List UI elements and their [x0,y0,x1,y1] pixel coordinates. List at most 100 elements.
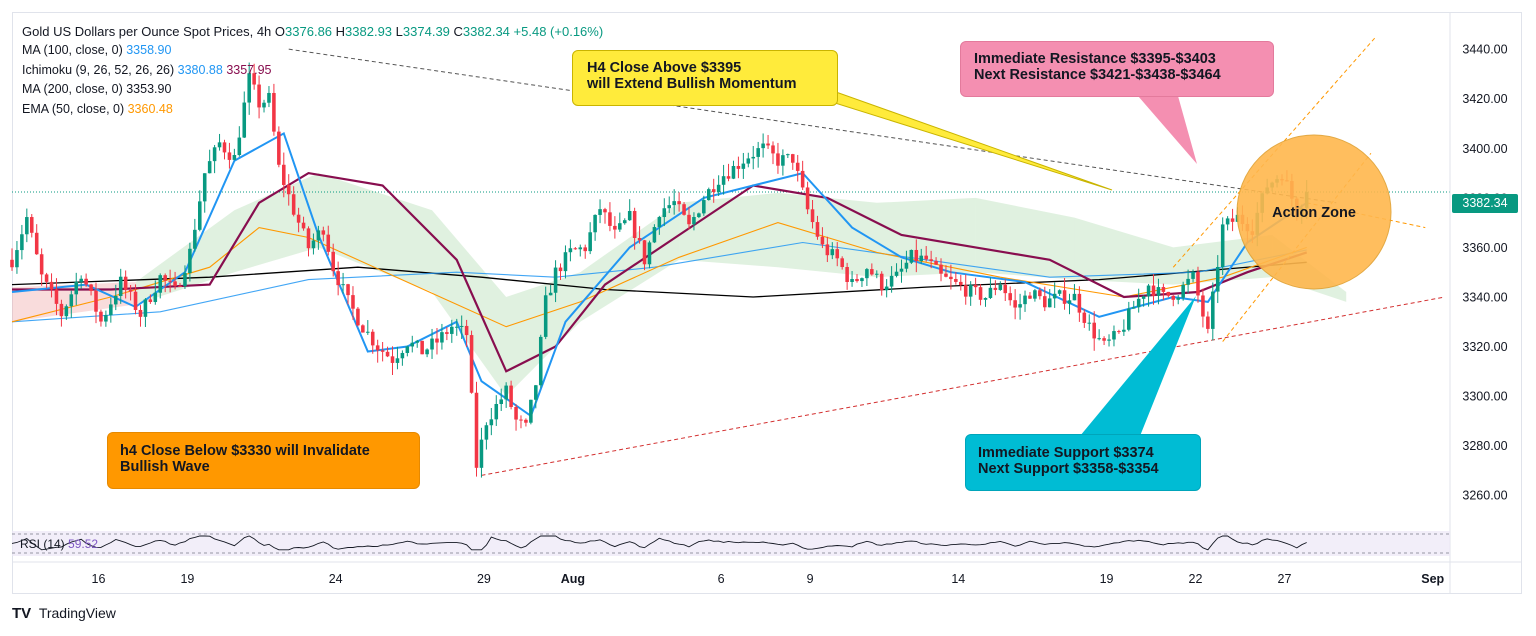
ma100-line [11,241,1307,323]
candle-body [949,276,953,280]
candle-body [109,304,113,316]
ema50-value: 3360.48 [127,101,173,116]
legend-ema50-row[interactable]: EMA (50, close, 0) 3360.48 [22,100,603,119]
rsi-legend[interactable]: RSI (14) 59.52 [20,537,98,551]
candle-body [1107,339,1111,341]
candle-body [306,228,311,249]
candle-body [168,280,172,282]
candle-body [341,284,345,286]
callout-resistance[interactable]: Immediate Resistance $3395-$3403 Next Re… [960,41,1274,97]
candle-body [954,279,958,282]
candle-body [1052,293,1057,299]
candle-body [232,155,237,160]
candle-body [504,385,508,400]
trendline-descending-resistance [288,48,1337,204]
candle-body [682,204,686,215]
rsi-line [11,535,1307,551]
legend-ichimoku-row[interactable]: Ichimoku (9, 26, 52, 26, 26) 3380.88 335… [22,61,603,80]
callout-invalidate[interactable]: h4 Close Below $3330 will Invalidate Bul… [107,432,420,489]
candle-body [790,154,795,163]
candle-body [622,220,627,224]
y-tick-label: 3300.00 [1462,390,1507,404]
candle-body [450,326,454,334]
candle-body [874,273,879,275]
candle-body [667,205,672,209]
candle-body [603,209,607,213]
kumo-segment [1074,217,1174,285]
candle-body [79,278,83,282]
candle-body [845,267,849,283]
candle-body [1033,290,1037,299]
candle-body [351,295,355,309]
candle-body [771,145,775,154]
callout-h4-close-above[interactable]: H4 Close Above $3395 will Extend Bullish… [572,50,838,106]
candle-body [800,170,805,188]
brand[interactable]: TV TradingView [12,605,116,622]
candle-body [148,299,153,303]
ohlc-open: 3376.86 [285,24,333,39]
candle-body [618,223,622,230]
candle-body [410,342,415,347]
candle-body [538,336,543,386]
candle-body [1023,295,1027,305]
candle-body [321,230,326,235]
candle-body [963,285,968,297]
candle-body [687,214,691,225]
candle-body [534,385,538,400]
trendline-projection [1306,202,1426,229]
candle-body [741,163,746,169]
candle-body [1196,271,1200,296]
ichimoku-label: Ichimoku (9, 26, 52, 26, 26) [22,62,175,77]
candle-body [84,278,88,285]
candle-body [143,299,148,317]
candle-body [1077,293,1082,313]
candle-body [998,284,1003,290]
candle-body [178,285,182,287]
candle-body [588,232,592,252]
candle-body [49,281,54,290]
trendline-channel-upper [1172,36,1377,268]
y-tick-label: 3360.00 [1462,241,1507,255]
callout-support[interactable]: Immediate Support $3374 Next Support $33… [965,434,1201,491]
kumo-segment [234,173,319,273]
ma100-label: MA (100, close, 0) [22,43,123,58]
candle-body [64,306,69,317]
candle-body [1028,295,1032,299]
ema50-line [11,222,1307,328]
candle-body [247,73,251,103]
candle-body [553,267,558,293]
candle-body [959,281,963,286]
candle-body [889,275,894,287]
callout-h4-line1: H4 Close Above $3395 [587,60,742,76]
candle-body [1038,290,1042,297]
legend-title-row: Gold US Dollars per Ounce Spot Prices, 4… [22,22,603,41]
candle-body [272,92,276,132]
candle-body [494,403,499,420]
candle-body [113,295,118,305]
candle-body [706,189,711,201]
candle-body [331,251,335,272]
legend-ma100-row[interactable]: MA (100, close, 0) 3358.90 [22,41,603,60]
candle-body [914,249,919,262]
candle-body [163,275,167,281]
trendline-ascending-support [481,296,1446,476]
x-tick-label: 6 [718,572,725,586]
candle-body [366,331,370,333]
candle-body [830,249,835,256]
candle-body [1136,298,1141,308]
candle-body [548,292,553,296]
legend-ma200-row[interactable]: MA (200, close, 0) 3353.90 [22,80,603,99]
candle-body [94,290,98,312]
candle-body [252,73,256,85]
candle-body [39,254,44,275]
x-tick-label: 19 [180,572,194,586]
candle-body [1225,218,1230,225]
candle-body [361,325,365,333]
candle-body [346,284,350,296]
candle-body [583,247,588,252]
candle-body [929,259,933,261]
candle-body [608,212,612,226]
candle-body [1117,331,1121,333]
candle-body [202,173,207,202]
